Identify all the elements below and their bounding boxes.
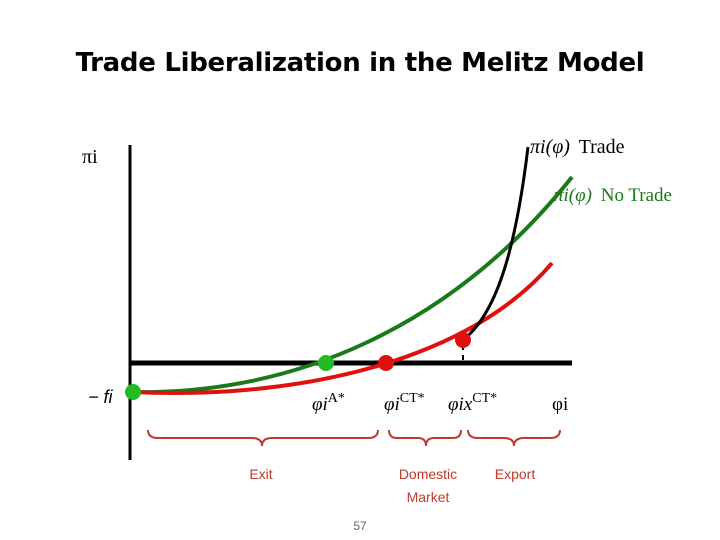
domestic-region-label-line1: Domestic [399,466,457,482]
export-symbol: φix [448,394,473,415]
autarky-symbol: φi [312,394,328,415]
no-trade-profit-curve [132,175,574,395]
trade-curve-symbol: πi(φ) [530,136,570,158]
closed-trade-cutoff-label: φiCT* [384,391,425,415]
exit-region-label: Exit [249,466,272,482]
x-axis-label: φi [552,394,568,415]
red-profit-curve [132,261,554,395]
trade-curve-text: Trade [579,136,625,158]
y-intercept-label: − fi [88,387,114,407]
autarky-cutoff-point [318,355,334,371]
export-cutoff-point [455,332,471,348]
page-number: 57 [353,519,367,533]
autarky-sup: A* [328,391,345,406]
export-sup: CT* [472,391,497,406]
trade-curve-label: πi(φ) Trade [530,136,625,158]
start-point [125,384,141,400]
slide-title: Trade Liberalization in the Melitz Model [75,48,645,78]
export-brace [467,429,561,447]
no-trade-curve-symbol: πi(φ) [554,185,592,206]
no-trade-curve-label: πi(φ) No Trade [554,185,672,206]
no-trade-curve-text: No Trade [601,185,672,206]
export-region-label: Export [495,466,536,482]
closed-trade-cutoff-point [378,355,394,371]
autarky-cutoff-label: φiA* [312,391,345,415]
y-axis-symbol: πi [82,146,98,168]
y-axis-label: πi [82,146,98,168]
export-cutoff-label: φixCT* [448,391,497,415]
trade-profit-curve [462,146,530,342]
closed-trade-symbol: φi [384,394,400,415]
exit-brace [147,429,379,447]
domestic-region-label-line2: Market [407,489,450,505]
domestic-market-brace [388,429,462,447]
closed-trade-sup: CT* [400,391,425,406]
